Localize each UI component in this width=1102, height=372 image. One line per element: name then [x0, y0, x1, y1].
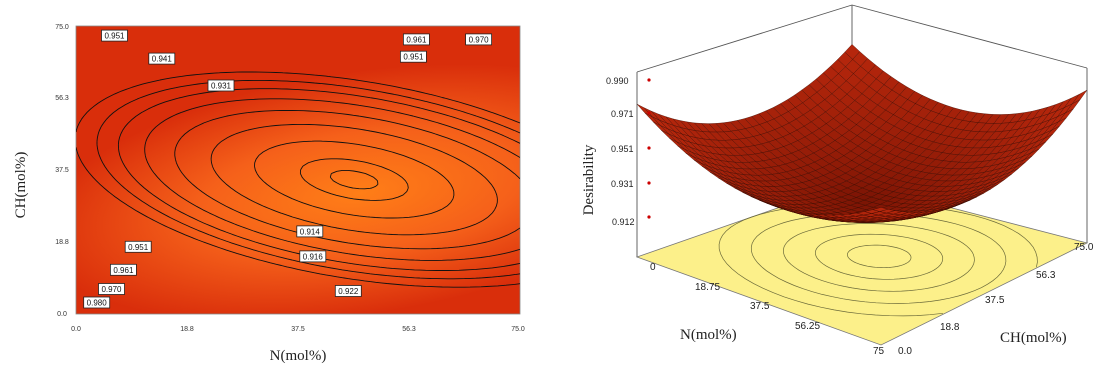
contour-label-text: 0.916: [303, 252, 324, 261]
contour-line-0: [329, 169, 379, 190]
z-tick-1: 0.971: [611, 109, 634, 119]
ch-tick-1: 18.8: [940, 322, 960, 333]
floor-contour-2: [783, 223, 975, 292]
contour-label-text: 0.980: [87, 299, 108, 308]
y-tick-0: 0.0: [57, 311, 67, 318]
x-tick-3: 56.3: [402, 326, 416, 333]
x-tick-4: 75.0: [511, 326, 525, 333]
contour-label: 0.922: [334, 285, 362, 297]
contour-label-text: 0.961: [406, 35, 427, 44]
contour-label: 0.916: [299, 250, 327, 263]
contour-label: 0.951: [124, 240, 152, 253]
contour-label-text: 0.970: [469, 35, 490, 44]
n-tick-2: 37.5: [750, 301, 770, 312]
x-tick-2: 37.5: [291, 326, 305, 333]
contour-label-text: 0.941: [152, 55, 173, 64]
y-tick-1: 18.8: [55, 239, 69, 246]
contour-label: 0.914: [296, 225, 324, 238]
z-tick-4: 0.912: [612, 217, 635, 227]
z-tick-0: 0.990: [606, 76, 629, 86]
contour-label-text: 0.970: [101, 285, 122, 294]
contour-label-text: 0.914: [300, 227, 321, 236]
y-tick-3: 56.3: [55, 95, 69, 102]
n-axis-title: N(mol%): [680, 327, 737, 343]
contour-label: 0.931: [207, 79, 235, 92]
surface-mesh: [636, 44, 1088, 223]
contour-chart: 0.951 0.941 0.931 0.914 0.916 0.922 0.951 0.961…: [13, 24, 525, 364]
contour-label-text: 0.951: [104, 32, 125, 41]
ch-tick-2: 37.5: [985, 295, 1005, 306]
contour-label: 0.970: [98, 283, 125, 295]
n-tick-3: 56.25: [795, 321, 820, 332]
contour-label: 0.980: [83, 296, 111, 309]
z-tick-2: 0.951: [611, 144, 634, 154]
n-tick-1: 18.75: [695, 282, 720, 293]
n-tick-4: 75: [873, 346, 885, 357]
contour-line-6: [117, 88, 520, 271]
contour-label: 0.951: [101, 29, 128, 42]
ch-tick-4: 75.0: [1074, 242, 1094, 253]
z-axis-title: Desirability: [581, 144, 597, 215]
contour-label-text: 0.961: [113, 266, 134, 275]
contour-lines: [76, 71, 520, 288]
contour-label: 0.970: [465, 33, 493, 46]
floor-contour-4: [718, 202, 1038, 317]
contour-line-3: [210, 123, 498, 236]
contour-labels: 0.951 0.941 0.931 0.914 0.916 0.922 0.951 0.961…: [83, 29, 493, 309]
contour-label: 0.961: [402, 33, 430, 46]
contour-line-8: [76, 71, 520, 288]
ch-tick-3: 56.3: [1036, 270, 1056, 281]
x-tick-0: 0.0: [71, 326, 81, 333]
surface-chart: 0.990 0.971 0.951 0.931 0.912 Desirabili…: [581, 4, 1094, 357]
y-tick-4: 75.0: [55, 24, 69, 31]
ch-tick-0: 0.0: [898, 346, 912, 357]
contour-line-1: [299, 158, 409, 201]
floor-contour-1: [815, 233, 944, 280]
ch-axis-title: CH(mol%): [1000, 330, 1067, 346]
floor-contour-3: [750, 212, 1007, 304]
y-axis-title: CH(mol%): [13, 152, 29, 219]
contour-line-7: [96, 79, 520, 280]
contour-label-text: 0.922: [338, 287, 359, 296]
x-tick-1: 18.8: [180, 326, 194, 333]
y-tick-2: 37.5: [55, 167, 69, 174]
contour-line-2: [254, 140, 455, 219]
contour-line-5: [144, 98, 520, 261]
n-tick-0: 0: [650, 262, 656, 273]
floor-contour-0: [847, 244, 912, 269]
surface-patch: [872, 207, 889, 212]
contour-label-text: 0.931: [211, 82, 232, 91]
contour-label-text: 0.951: [403, 53, 424, 62]
contour-label-text: 0.951: [128, 243, 149, 252]
contour-label: 0.951: [399, 50, 427, 63]
x-axis-title: N(mol%): [270, 348, 327, 364]
contour-label: 0.961: [110, 263, 137, 276]
z-tick-3: 0.931: [611, 179, 634, 189]
contour-line-4: [174, 109, 520, 250]
floor-contours: [718, 202, 1038, 317]
z-axis: 0.990 0.971 0.951 0.931 0.912 Desirabili…: [581, 76, 651, 227]
contour-label: 0.941: [148, 52, 176, 65]
